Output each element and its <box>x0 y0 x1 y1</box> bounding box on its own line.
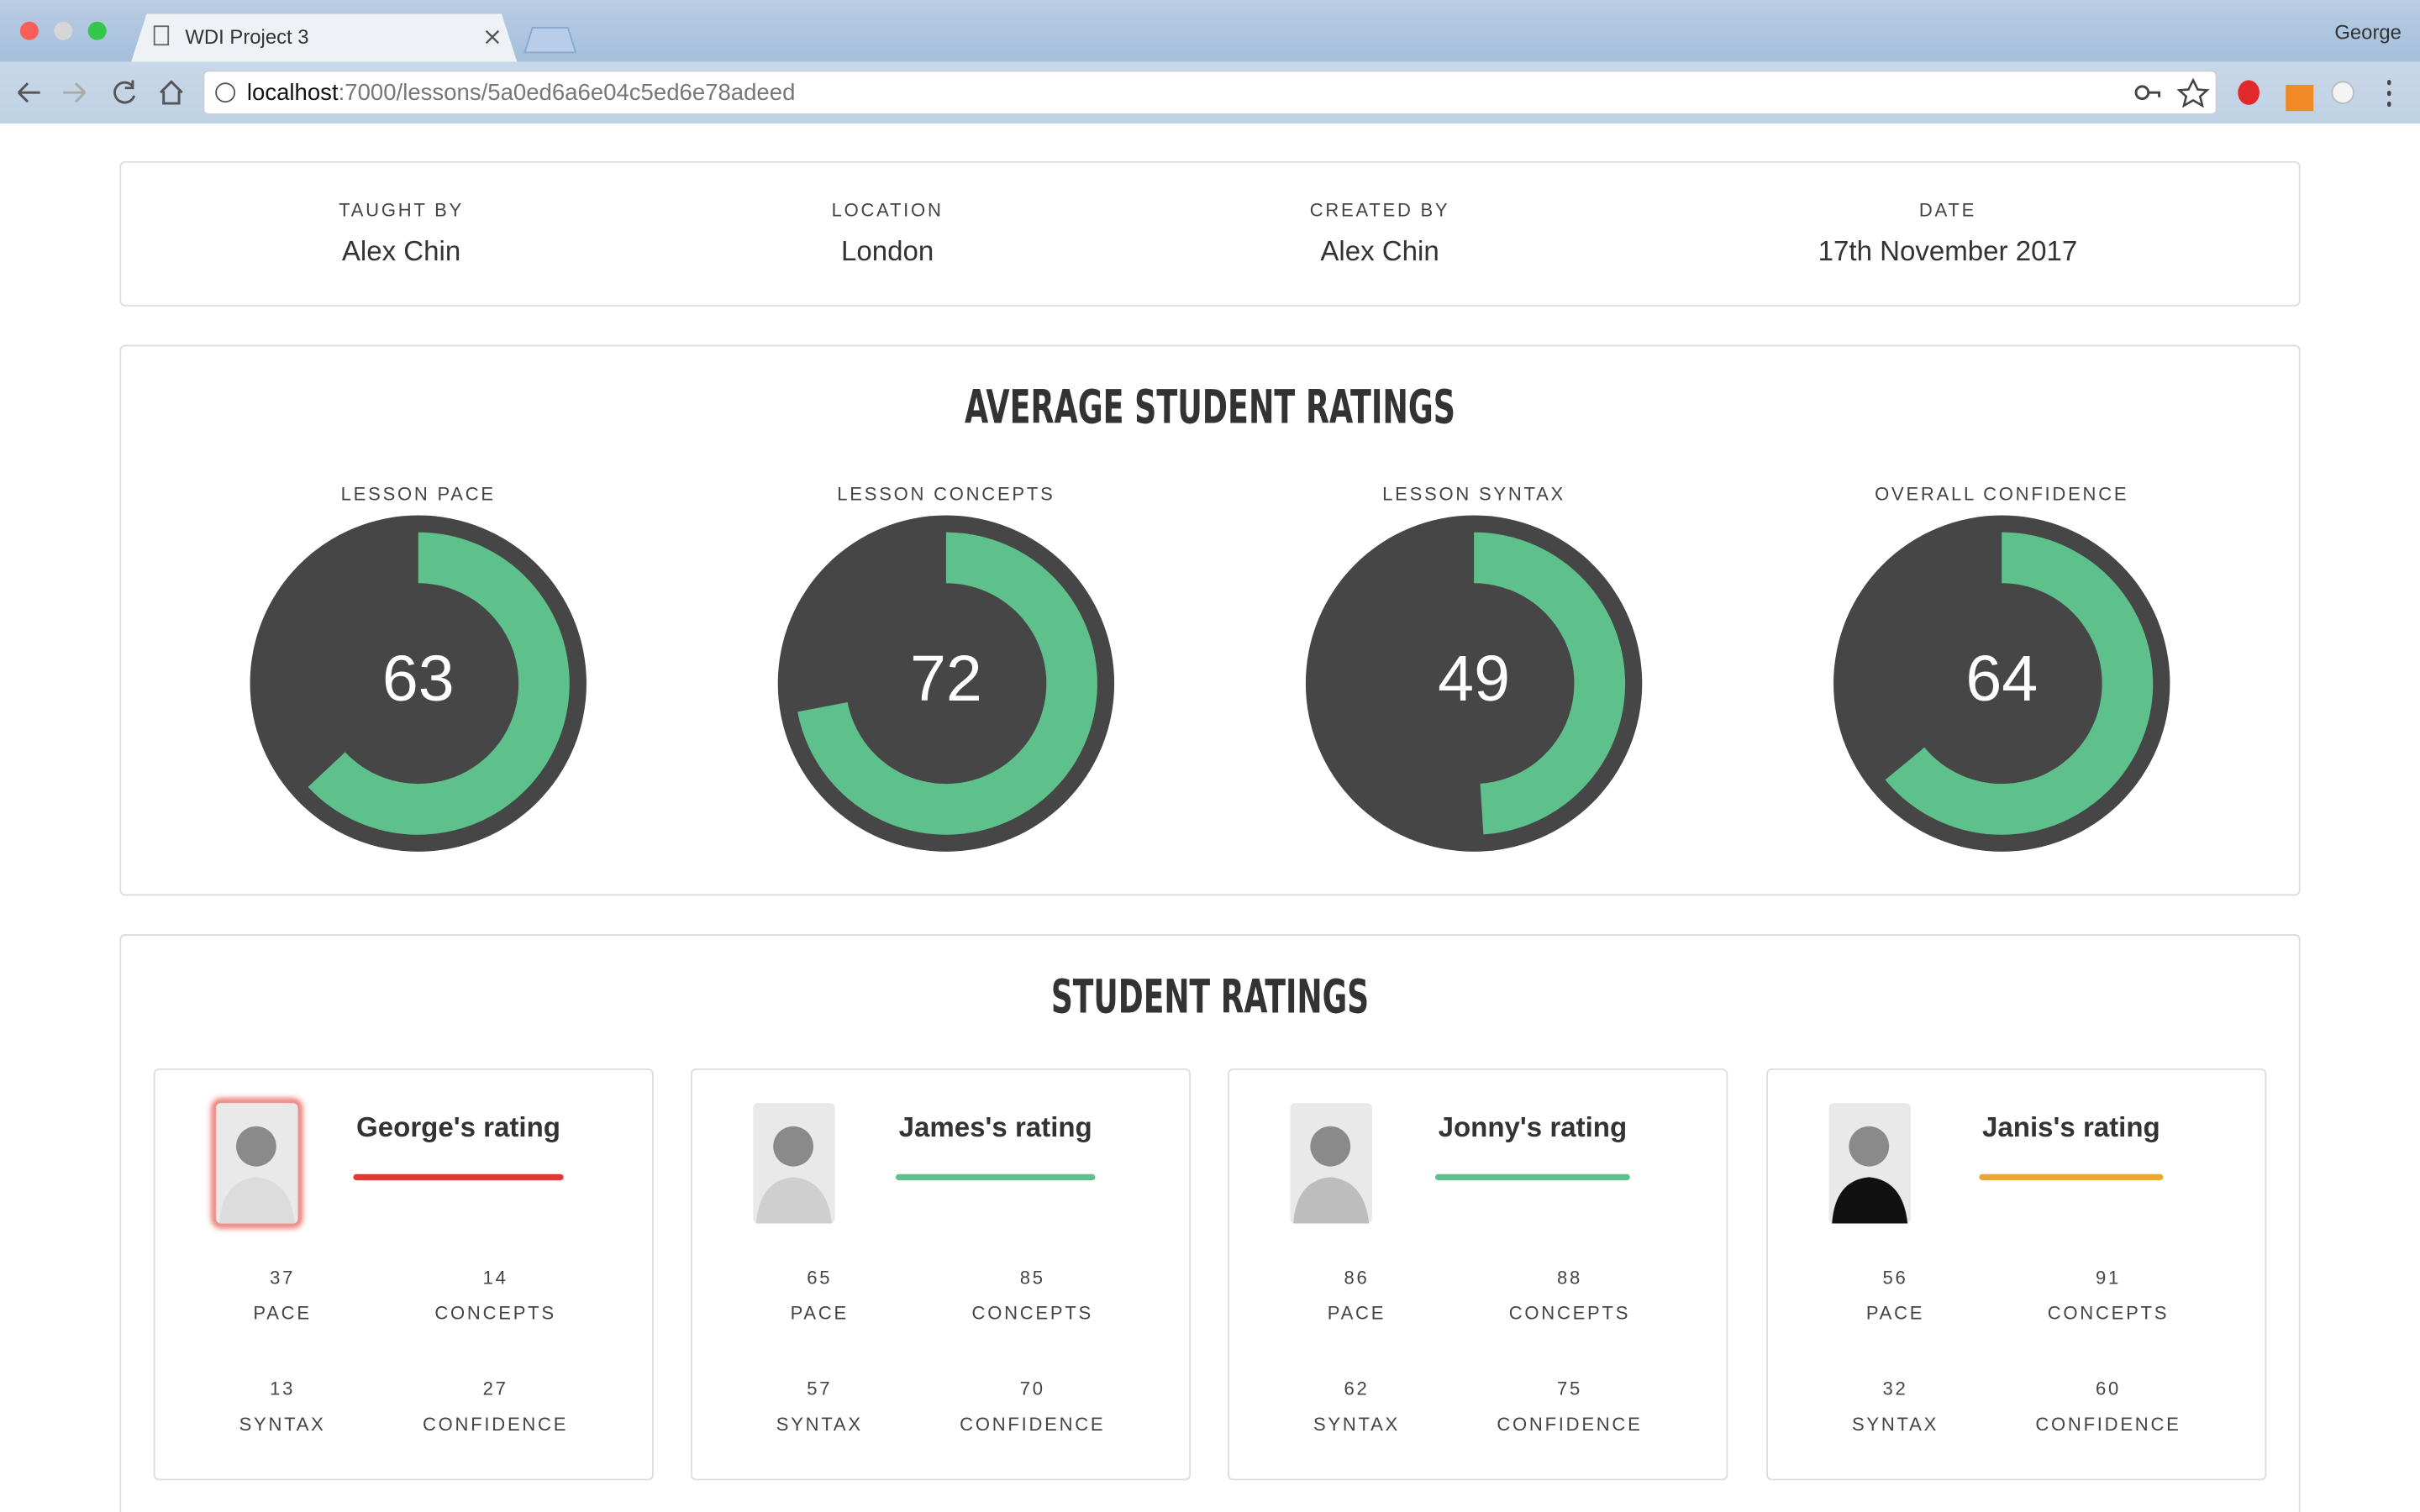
key-icon-stem <box>2148 91 2161 97</box>
tab-title: WDI Project 3 <box>185 26 308 49</box>
student-name: Janis's rating <box>1982 1112 2160 1143</box>
stat-label: CONFIDENCE <box>960 1414 1105 1435</box>
forward-button[interactable] <box>63 82 87 103</box>
stat-value: 70 <box>1020 1378 1045 1399</box>
stat-label: CONFIDENCE <box>1497 1414 1642 1435</box>
stat-label: CONCEPTS <box>1509 1303 1630 1324</box>
avatar-head <box>236 1126 276 1167</box>
stat-value: 27 <box>483 1378 508 1399</box>
extension-off[interactable] <box>2286 85 2314 112</box>
info-value: Alex Chin <box>1320 236 1439 267</box>
section-title: AVERAGE STUDENT RATINGS <box>965 381 1455 434</box>
avatar-head <box>1310 1126 1351 1167</box>
stat-label: PACE <box>1328 1303 1386 1324</box>
gauge-label: LESSON SYNTAX <box>1382 483 1565 504</box>
stat-value: 65 <box>807 1267 832 1288</box>
info-label: DATE <box>1919 199 1976 220</box>
stat-value: 62 <box>1344 1378 1369 1399</box>
tab-icon <box>153 25 170 46</box>
stat-label: PACE <box>1866 1303 1924 1324</box>
gauge-value: 72 <box>910 643 982 715</box>
stat-value: 88 <box>1557 1267 1582 1288</box>
avatar-body <box>1832 1177 1908 1224</box>
url-path: :7000/lessons/5a0ed6a6e04c5ed6e78adeed <box>339 79 796 105</box>
tab-close[interactable] <box>485 29 500 45</box>
info-label: LOCATION <box>832 199 944 220</box>
gauge-label: LESSON CONCEPTS <box>837 483 1055 504</box>
stat-value: 37 <box>270 1267 295 1288</box>
average-ratings-panel <box>119 344 2301 896</box>
maximize-window[interactable] <box>87 21 107 40</box>
stat-label: CONFIDENCE <box>2035 1414 2181 1435</box>
student-name: George's rating <box>356 1112 560 1143</box>
info-label: TAUGHT BY <box>339 199 464 220</box>
info-icon[interactable] <box>215 82 236 103</box>
stat-label: SYNTAX <box>239 1414 326 1435</box>
address-bar[interactable] <box>203 70 2217 115</box>
gauge-value: 63 <box>382 643 455 715</box>
stat-label: CONCEPTS <box>434 1303 555 1324</box>
avatar-body <box>1293 1177 1370 1224</box>
info-label: CREATED BY <box>1310 199 1450 220</box>
new-tab[interactable] <box>523 27 577 54</box>
back-button[interactable] <box>18 82 40 103</box>
stat-label: CONCEPTS <box>972 1303 1093 1324</box>
gauge-arc <box>308 532 570 835</box>
avatar-body <box>218 1177 295 1224</box>
info-value: 17th November 2017 <box>1818 236 2078 267</box>
stat-label: SYNTAX <box>1852 1414 1939 1435</box>
gauge-value: 49 <box>1438 643 1510 715</box>
gauge-label: LESSON PACE <box>341 483 496 504</box>
reload-button[interactable] <box>113 80 136 104</box>
info-value: Alex Chin <box>342 236 460 267</box>
close-window[interactable] <box>19 21 39 40</box>
url: localhost:7000/lessons/5a0ed6a6e04c5ed6e… <box>247 79 796 105</box>
stat-label: PACE <box>253 1303 311 1324</box>
bookmark-star[interactable] <box>2176 77 2210 108</box>
lesson-info-panel <box>119 160 2301 307</box>
minimize-window[interactable] <box>54 21 73 40</box>
stat-label: CONCEPTS <box>2048 1303 2169 1324</box>
stat-value: 32 <box>1882 1378 1907 1399</box>
student-name: Jonny's rating <box>1439 1112 1628 1143</box>
url-host: localhost <box>247 79 339 105</box>
stat-value: 75 <box>1557 1378 1582 1399</box>
gauge-arc <box>797 532 1097 835</box>
extension-circle[interactable] <box>2331 81 2354 104</box>
avatar-body <box>756 1177 832 1224</box>
stat-value: 91 <box>2096 1267 2121 1288</box>
student-ratings-panel <box>119 934 2301 1512</box>
browser-tab[interactable] <box>131 13 518 62</box>
stat-label: PACE <box>791 1303 849 1324</box>
stat-value: 86 <box>1344 1267 1369 1288</box>
section-title: STUDENT RATINGS <box>1051 969 1369 1023</box>
stat-value: 85 <box>1020 1267 1045 1288</box>
stat-value: 56 <box>1882 1267 1907 1288</box>
info-value: London <box>841 236 934 267</box>
stat-label: SYNTAX <box>776 1414 863 1435</box>
gauge-value: 64 <box>1965 643 2038 715</box>
stat-label: CONFIDENCE <box>423 1414 568 1435</box>
gauge-label: OVERALL CONFIDENCE <box>1875 483 2128 504</box>
student-name: James's rating <box>899 1112 1092 1143</box>
stat-value: 14 <box>483 1267 508 1288</box>
gauge-arc <box>1885 532 2154 835</box>
gauge-arc <box>1473 532 1626 835</box>
avatar-head <box>1849 1126 1890 1167</box>
home-button[interactable] <box>159 80 183 105</box>
stat-label: SYNTAX <box>1313 1414 1400 1435</box>
profile-name[interactable]: George <box>2334 22 2402 45</box>
content: TAUGHT BY Alex Chin LOCATION London CREATED … <box>153 199 2267 1481</box>
avatar-highlight <box>212 1099 302 1228</box>
avatar-head <box>773 1126 813 1167</box>
stat-value: 60 <box>2096 1378 2121 1399</box>
stat-value: 13 <box>270 1378 295 1399</box>
stat-value: 57 <box>807 1378 832 1399</box>
extension-opera[interactable] <box>2238 80 2260 105</box>
